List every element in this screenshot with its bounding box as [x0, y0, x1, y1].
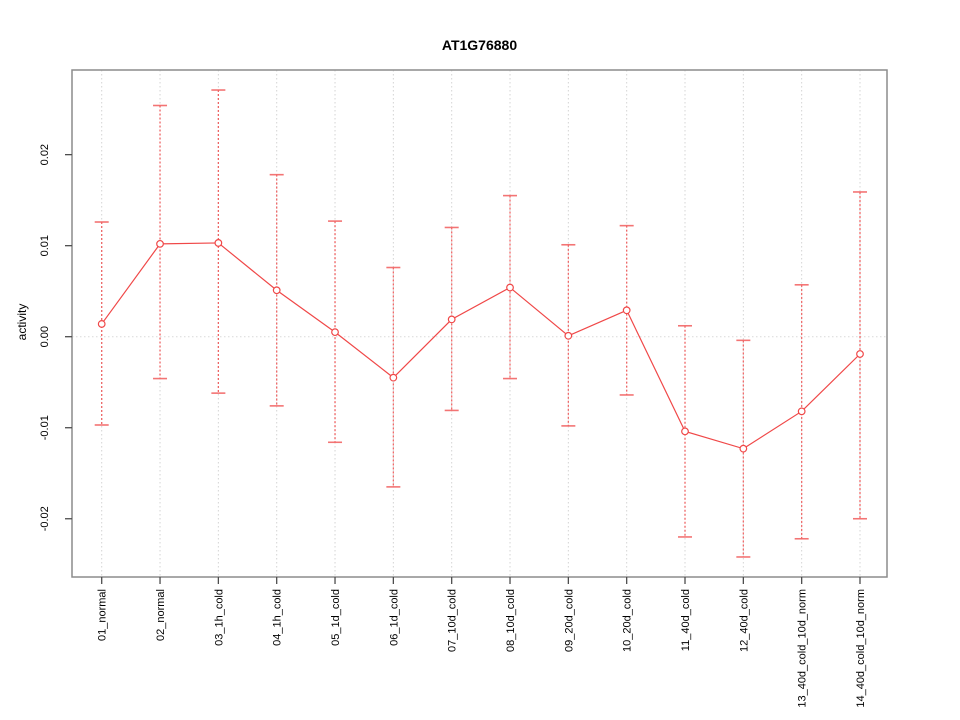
x-tick-label: 12_40d_cold — [738, 589, 750, 652]
y-tick-label: 0.02 — [39, 144, 51, 165]
x-tick-label: 02_normal — [155, 589, 167, 641]
x-tick-label: 04_1h_cold — [272, 589, 284, 646]
x-tick-label: 05_1d_cold — [330, 589, 342, 646]
x-tick-label: 03_1h_cold — [213, 589, 225, 646]
data-point — [856, 350, 864, 358]
data-point — [214, 239, 223, 247]
y-tick-label: 0.00 — [39, 326, 51, 347]
x-tick-label: 06_1d_cold — [388, 589, 400, 646]
data-point — [272, 286, 281, 295]
chart-title: AT1G76880 — [441, 37, 518, 53]
data-point — [622, 306, 631, 315]
data-point — [797, 407, 806, 416]
plot-frame — [71, 69, 888, 578]
data-point — [447, 315, 456, 324]
x-tick-label: 07_10d_cold — [447, 589, 459, 652]
x-tick-label: 14_40d_cold_10d_norm — [855, 589, 867, 708]
y-tick-label: -0.02 — [39, 506, 51, 531]
data-point — [156, 239, 164, 248]
x-tick-label: 11_40d_cold — [680, 589, 692, 651]
data-point — [681, 427, 689, 436]
x-tick-label: 08_10d_cold — [505, 589, 517, 652]
data-point — [389, 373, 398, 382]
y-tick-label: -0.01 — [39, 415, 51, 440]
data-point — [564, 331, 573, 340]
y-tick-label: 0.01 — [39, 235, 51, 256]
data-point — [739, 444, 748, 453]
x-tick-label: 09_20d_cold — [563, 589, 575, 652]
x-tick-label: 01_normal — [97, 589, 109, 641]
x-tick-label: 13_40d_cold_10d_norm — [797, 589, 809, 708]
data-point — [331, 328, 339, 337]
data-point — [506, 283, 514, 292]
series-line — [101, 242, 861, 450]
data-point — [97, 320, 106, 328]
x-tick-label: 10_20d_cold — [622, 589, 634, 652]
